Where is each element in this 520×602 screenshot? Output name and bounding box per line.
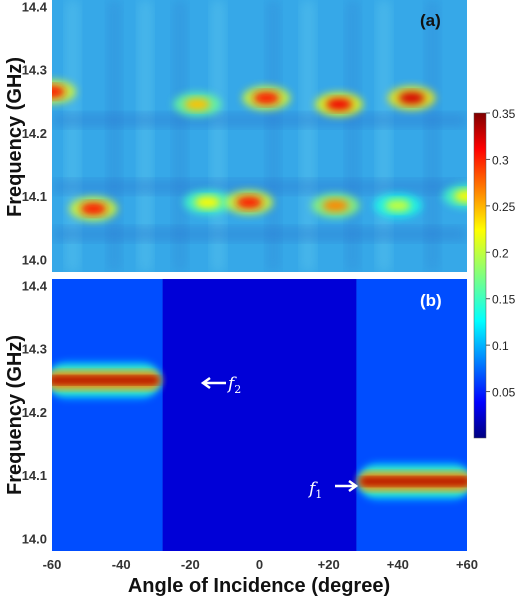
- panel-a-stripe: [301, 0, 314, 272]
- panel-b: (b) 14.4 14.3 14.2 14.1 14.0 -60 -40 -20 0 +20 +4…: [22, 278, 478, 572]
- panel-b-y-axis-title: Frequency (GHz): [4, 335, 26, 495]
- annotation-f1-label: f1: [307, 479, 322, 501]
- panel-b-y-tick-label: 14.1: [22, 468, 47, 483]
- annotation-f1: f1: [307, 479, 359, 501]
- panel-a-hotspot: [398, 92, 425, 105]
- colorbar-tick-label: 0.35: [492, 107, 516, 121]
- panel-a-stripe: [139, 0, 152, 272]
- panel-a-hotspot: [454, 190, 467, 203]
- colorbar-tick-label: 0.15: [492, 293, 516, 307]
- panel-a-y-tick-label: 14.3: [22, 63, 47, 78]
- panel-a-hotspot: [52, 85, 65, 98]
- panel-a-y-axis-title: Frequency (GHz): [4, 57, 26, 217]
- panel-a-y-tick-label: 14.2: [22, 126, 47, 141]
- colorbar-ticks: 0.35 0.3 0.25 0.2 0.15 0.1 0.05: [486, 107, 516, 400]
- panel-a-y-tick-label: 14.0: [22, 252, 47, 267]
- panel-a-hotspot: [253, 92, 280, 105]
- panel-b-y-tick-label: 14.2: [22, 405, 47, 420]
- colorbar-tick-label: 0.1: [492, 339, 509, 353]
- annotation-f2-arrow: [200, 376, 226, 390]
- annotation-f1-main: f: [307, 479, 318, 499]
- panel-b-y-ticks: 14.4 14.3 14.2 14.1 14.0: [22, 278, 48, 546]
- panel-a-hotspot: [236, 196, 263, 209]
- panel-a: (a) 14.4 14.3 14.2 14.1 14.0: [22, 0, 467, 272]
- panel-a-dark-band: [52, 114, 467, 127]
- panel-b-x-tick-label: -20: [181, 557, 200, 572]
- panel-a-hotspot: [322, 199, 349, 212]
- panel-b-y-tick-label: 14.3: [22, 342, 47, 357]
- panel-b-x-tick-label: +20: [318, 557, 340, 572]
- colorbar-tick-label: 0.2: [492, 246, 509, 260]
- panel-a-heat-marks: [52, 0, 467, 272]
- panel-b-x-tick-label: +40: [387, 557, 409, 572]
- annotation-f1-arrow: [335, 479, 359, 493]
- colorbar-tick-label: 0.25: [492, 200, 516, 214]
- panel-a-hotspot: [384, 199, 411, 212]
- panel-b-band-f1: [359, 477, 467, 485]
- panel-b-x-tick-label: 0: [256, 557, 263, 572]
- panel-a-stripe: [173, 0, 186, 272]
- x-axis-title: Angle of Incidence (degree): [128, 575, 390, 597]
- annotation-f2: f2: [200, 374, 241, 396]
- annotation-f2-sub: 2: [234, 383, 241, 396]
- panel-b-y-tick-label: 14.0: [22, 531, 47, 546]
- colorbar-tick-label: 0.05: [492, 386, 516, 400]
- panel-b-side-region: [356, 279, 467, 551]
- panel-b-x-tick-label: -40: [112, 557, 131, 572]
- panel-a-y-tick-label: 14.1: [22, 189, 47, 204]
- annotation-f1-sub: 1: [315, 488, 322, 501]
- panel-a-hotspot: [326, 98, 353, 111]
- panel-a-background: [52, 0, 467, 272]
- panel-b-x-tick-label: +60: [456, 557, 478, 572]
- panel-a-hotspot: [194, 196, 221, 209]
- panel-b-band-f2: [52, 376, 160, 384]
- panel-a-dark-band: [52, 228, 467, 241]
- panel-a-stripe: [426, 0, 439, 272]
- panel-b-heat-marks: [52, 279, 467, 551]
- panel-a-hotspot: [80, 202, 107, 215]
- colorbar: 0.35 0.3 0.25 0.2 0.15 0.1 0.05: [473, 107, 516, 439]
- panel-b-side-region: [52, 279, 163, 551]
- colorbar-gradient: [473, 112, 487, 439]
- panel-a-y-tick-label: 14.4: [22, 0, 48, 14]
- panel-b-x-tick-label: -60: [43, 557, 62, 572]
- annotation-f2-label: f2: [226, 374, 241, 396]
- panel-b-label: (b): [420, 291, 442, 310]
- panel-b-y-tick-label: 14.4: [22, 278, 48, 293]
- panel-b-x-ticks: -60 -40 -20 0 +20 +40 +60: [43, 557, 478, 572]
- panel-b-center-region: [162, 279, 357, 551]
- panel-a-label: (a): [420, 11, 441, 30]
- colorbar-tick-label: 0.3: [492, 153, 509, 167]
- annotation-f2-main: f: [226, 374, 237, 394]
- panel-a-hotspot: [184, 98, 211, 111]
- panel-a-dark-band: [52, 180, 467, 193]
- panel-a-y-ticks: 14.4 14.3 14.2 14.1 14.0: [22, 0, 48, 267]
